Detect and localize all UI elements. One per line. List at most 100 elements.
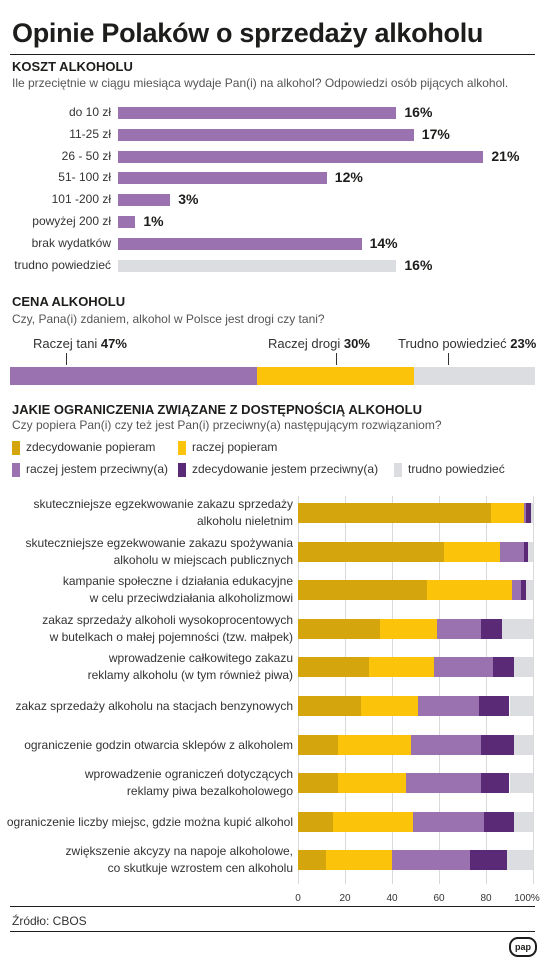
stacked-segment — [502, 618, 533, 639]
restriction-label-line: w butelkach o małej pojemności (tzw. mał… — [49, 629, 293, 644]
cost-bar — [118, 237, 362, 250]
stacked-segment — [298, 696, 362, 716]
restriction-label-line: skuteczniejsze egzekwowanie zakazu sprze… — [33, 497, 293, 511]
cost-value-label: 21% — [491, 147, 520, 164]
restriction-label-line: wprowadzenie ograniczeń dotyczących — [84, 767, 293, 782]
stacked-segment — [298, 811, 334, 832]
cost-category-label: trudno powiedzieć — [14, 257, 111, 272]
stacked-segment — [509, 696, 533, 716]
x-tick-label: 100% — [514, 893, 540, 904]
cost-category-label: powyżej 200 zł — [32, 214, 111, 228]
stacked-segment — [298, 503, 491, 523]
stacked-segment — [298, 773, 338, 794]
stacked-segment — [490, 503, 524, 523]
stacked-segment — [326, 850, 392, 871]
price-label-value: 47% — [100, 336, 127, 351]
stacked-segment — [434, 657, 494, 678]
restriction-label: wprowadzenie ograniczeń dotyczących rekla… — [3, 766, 293, 800]
stacked-segment — [523, 503, 526, 523]
cost-value-label: 14% — [369, 234, 398, 251]
cost-value-label: 1% — [143, 213, 164, 229]
legend-label: zdecydowanie jestem przeciwny(a) — [192, 462, 379, 476]
footer-rule — [10, 906, 535, 907]
stacked-segment — [392, 850, 470, 871]
price-label: Trudno powiedzieć 23% — [398, 336, 536, 351]
cost-bar — [118, 107, 397, 119]
x-tick-label: 20 — [339, 893, 351, 904]
restriction-label: zakaz sprzedaży alkoholi wysokoprocentow… — [3, 612, 293, 646]
stacked-segment — [528, 541, 533, 562]
stacked-segment — [514, 657, 533, 678]
title-rule — [10, 54, 535, 55]
cost-section-question: Ile przeciętnie w ciągu miesiąca wydaje … — [12, 76, 509, 90]
stacked-segment — [298, 850, 327, 871]
stacked-segment — [406, 773, 482, 794]
stacked-segment — [298, 657, 369, 678]
restriction-label-line: reklamy piwa bezalkoholowego — [126, 784, 293, 799]
cost-bar — [118, 128, 414, 141]
legend-label: raczej popieram — [192, 440, 278, 454]
cost-value-label: 16% — [404, 256, 433, 273]
cost-value-label: 17% — [421, 125, 450, 142]
stacked-segment — [298, 580, 428, 601]
price-label-name: Raczej drogi — [268, 336, 344, 351]
price-segment — [10, 367, 257, 385]
stacked-segment — [333, 811, 414, 832]
cost-bar — [118, 172, 327, 185]
stacked-segment — [530, 503, 533, 523]
restrictions-section-title: JAKIE OGRANICZENIA ZWIĄZANE Z DOSTĘPNOŚC… — [12, 402, 422, 417]
cost-category-label: 51- 100 zł — [58, 170, 111, 185]
stacked-segment — [380, 618, 437, 639]
cost-category-label: do 10 zł — [68, 105, 111, 119]
stacked-segment — [337, 773, 407, 794]
cost-category-label: 101 -200 zł — [51, 192, 111, 207]
stacked-segment — [298, 734, 338, 755]
x-tick-label: 40 — [386, 893, 398, 904]
stacked-segment — [514, 734, 533, 755]
restrictions-section-question: Czy popiera Pan(i) czy też jest Pan(i) p… — [12, 418, 442, 432]
gridline — [439, 496, 440, 884]
legend-swatch — [12, 463, 20, 477]
cost-category-label: 26 - 50 zł — [61, 148, 111, 163]
restriction-label-line: reklamy alkoholu (w tym również piwa) — [87, 668, 293, 683]
legend-label: trudno powiedzieć — [408, 462, 505, 476]
gridline — [298, 496, 299, 884]
restriction-label-line: ograniczenie liczby miejsc, gdzie można … — [6, 814, 293, 829]
restriction-label-line: skuteczniejsze egzekwowanie zakazu spoży… — [25, 535, 293, 550]
restriction-label-line: alkoholu nieletnim — [196, 514, 293, 528]
restriction-label-line: alkoholu w miejscach publicznych — [113, 552, 293, 567]
price-label-name: Trudno powiedzieć — [398, 336, 511, 351]
price-label-name: Raczej tani — [33, 336, 101, 351]
stacked-segment — [298, 618, 381, 639]
cost-category-label: 11-25 zł — [69, 126, 111, 141]
cost-bar — [118, 194, 171, 207]
price-segment — [256, 367, 415, 385]
stacked-segment — [483, 811, 515, 832]
restriction-label: skuteczniejsze egzekwowanie zakazu sprze… — [3, 496, 293, 530]
stacked-segment — [298, 541, 444, 562]
stacked-segment — [523, 541, 529, 562]
price-segment — [414, 367, 535, 385]
stacked-segment — [521, 580, 526, 601]
price-tick — [448, 353, 449, 365]
cost-category-label: brak wydatków — [31, 235, 111, 250]
price-tick — [66, 353, 67, 365]
stacked-segment — [413, 811, 484, 832]
stacked-segment — [507, 850, 533, 871]
stacked-segment — [525, 503, 531, 523]
price-tick — [336, 353, 337, 365]
stacked-segment — [337, 734, 411, 755]
restriction-label-line: wprowadzenie całkowitego zakazu — [108, 651, 293, 666]
restriction-label-line: zakaz sprzedaży alkoholi wysokoprocentow… — [42, 612, 293, 627]
stacked-segment — [514, 811, 533, 832]
cost-value-label: 12% — [334, 169, 363, 186]
restriction-label: zwiększenie akcyzy na napoje alkoholowe,… — [3, 843, 293, 877]
gridline — [533, 496, 534, 884]
restriction-label: zakaz sprzedaży alkoholu na stacjach ben… — [3, 698, 294, 715]
price-label: Raczej tani 47% — [33, 336, 127, 351]
cost-bar — [118, 216, 136, 228]
legend-swatch — [394, 463, 402, 477]
stacked-segment — [493, 657, 515, 678]
stacked-segment — [500, 541, 524, 562]
page-title: Opinie Polaków o sprzedaży alkoholu — [12, 18, 484, 48]
